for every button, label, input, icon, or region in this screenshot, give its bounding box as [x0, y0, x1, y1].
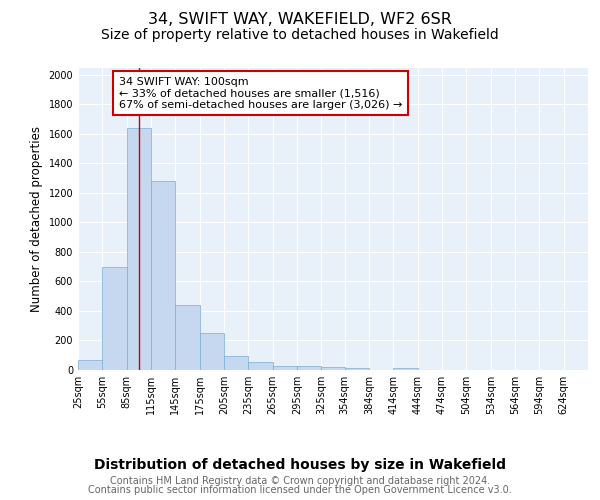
Bar — [78, 360, 103, 370]
Bar — [248, 362, 272, 370]
Bar — [345, 368, 369, 370]
Bar — [297, 366, 321, 370]
Bar — [224, 356, 248, 370]
Text: 34, SWIFT WAY, WAKEFIELD, WF2 6SR: 34, SWIFT WAY, WAKEFIELD, WF2 6SR — [148, 12, 452, 28]
Bar — [175, 305, 200, 370]
Bar — [321, 367, 345, 370]
Bar — [103, 266, 127, 370]
Bar — [151, 181, 175, 370]
Text: Distribution of detached houses by size in Wakefield: Distribution of detached houses by size … — [94, 458, 506, 472]
Bar — [127, 128, 151, 370]
Text: Contains public sector information licensed under the Open Government Licence v3: Contains public sector information licen… — [88, 485, 512, 495]
Text: Size of property relative to detached houses in Wakefield: Size of property relative to detached ho… — [101, 28, 499, 42]
Bar — [394, 368, 418, 370]
Bar — [200, 333, 224, 370]
Text: Contains HM Land Registry data © Crown copyright and database right 2024.: Contains HM Land Registry data © Crown c… — [110, 476, 490, 486]
Bar — [272, 366, 297, 370]
Text: 34 SWIFT WAY: 100sqm
← 33% of detached houses are smaller (1,516)
67% of semi-de: 34 SWIFT WAY: 100sqm ← 33% of detached h… — [119, 76, 402, 110]
Y-axis label: Number of detached properties: Number of detached properties — [30, 126, 43, 312]
